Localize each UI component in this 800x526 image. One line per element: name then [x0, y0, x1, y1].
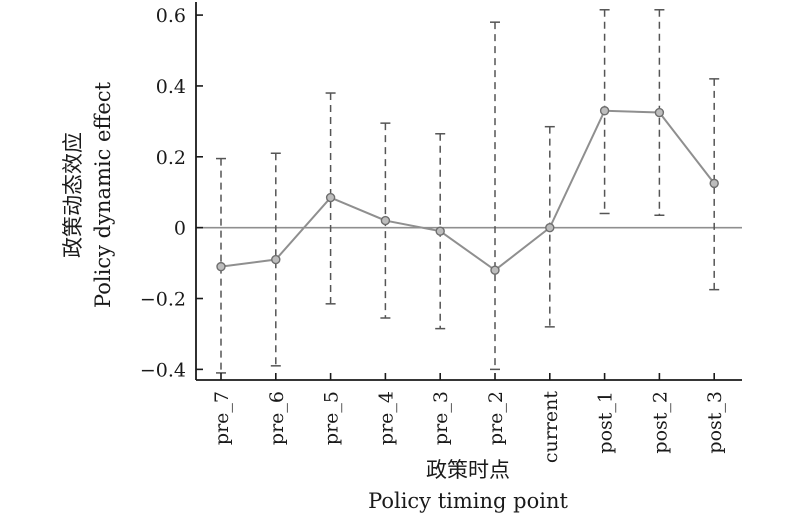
- data-point-pre_7: [216, 261, 226, 272]
- data-point-pre_2: [490, 265, 500, 275]
- x-tick-label-post_1: post_1: [595, 391, 617, 454]
- y-tick-label: 0: [174, 218, 186, 240]
- data-point-post_3: [709, 178, 719, 189]
- data-point-post_1: [599, 106, 610, 116]
- x-tick-label-pre_2: pre_2: [485, 391, 507, 445]
- series-line: [220, 109, 715, 272]
- x-tick-label-post_2: post_2: [649, 391, 671, 454]
- x-tick-label-pre_6: pre_6: [266, 391, 288, 445]
- x-tick-label-current: current: [540, 391, 562, 464]
- y-tick-label: −0.4: [140, 359, 186, 381]
- data-point-current: [545, 222, 555, 233]
- data-point-pre_4: [380, 215, 391, 226]
- y-tick-label: −0.2: [140, 289, 186, 311]
- x-axis-title-en: Policy timing point: [368, 489, 568, 513]
- data-point-pre_3: [435, 226, 445, 236]
- x-axis-title-cn: 政策时点: [426, 458, 510, 482]
- x-tick-label-post_3: post_3: [704, 391, 726, 454]
- y-tick-label: 0.6: [156, 5, 186, 27]
- error-bar-pre_7: [216, 157, 226, 374]
- y-tick-label: 0.4: [156, 76, 186, 98]
- data-point-pre_6: [271, 254, 281, 265]
- x-tick-label-pre_4: pre_4: [375, 391, 397, 445]
- error-bar-pre_6: [270, 152, 281, 367]
- error-bar-pre_2: [490, 21, 500, 371]
- x-tick-label-pre_5: pre_5: [321, 391, 343, 445]
- y-axis-title-en: Policy dynamic effect: [91, 81, 115, 308]
- x-tick-label-pre_3: pre_3: [430, 391, 452, 445]
- axes: −0.4 −0.2 0 0.2 0.4 0.6 pre_7 pre_6 pre_5 pre_4 pr…: [140, 2, 742, 463]
- data-point-post_2: [654, 107, 665, 118]
- error-bar-pre_5: [325, 92, 336, 305]
- data-point-pre_5: [325, 192, 336, 203]
- y-tick-label: 0.2: [156, 147, 186, 169]
- y-axis-title-cn: 政策动态效应: [61, 132, 85, 258]
- plot-area: [196, 9, 742, 374]
- error-bar-post_3: [709, 78, 720, 291]
- x-tick-label-pre_7: pre_7: [211, 391, 233, 445]
